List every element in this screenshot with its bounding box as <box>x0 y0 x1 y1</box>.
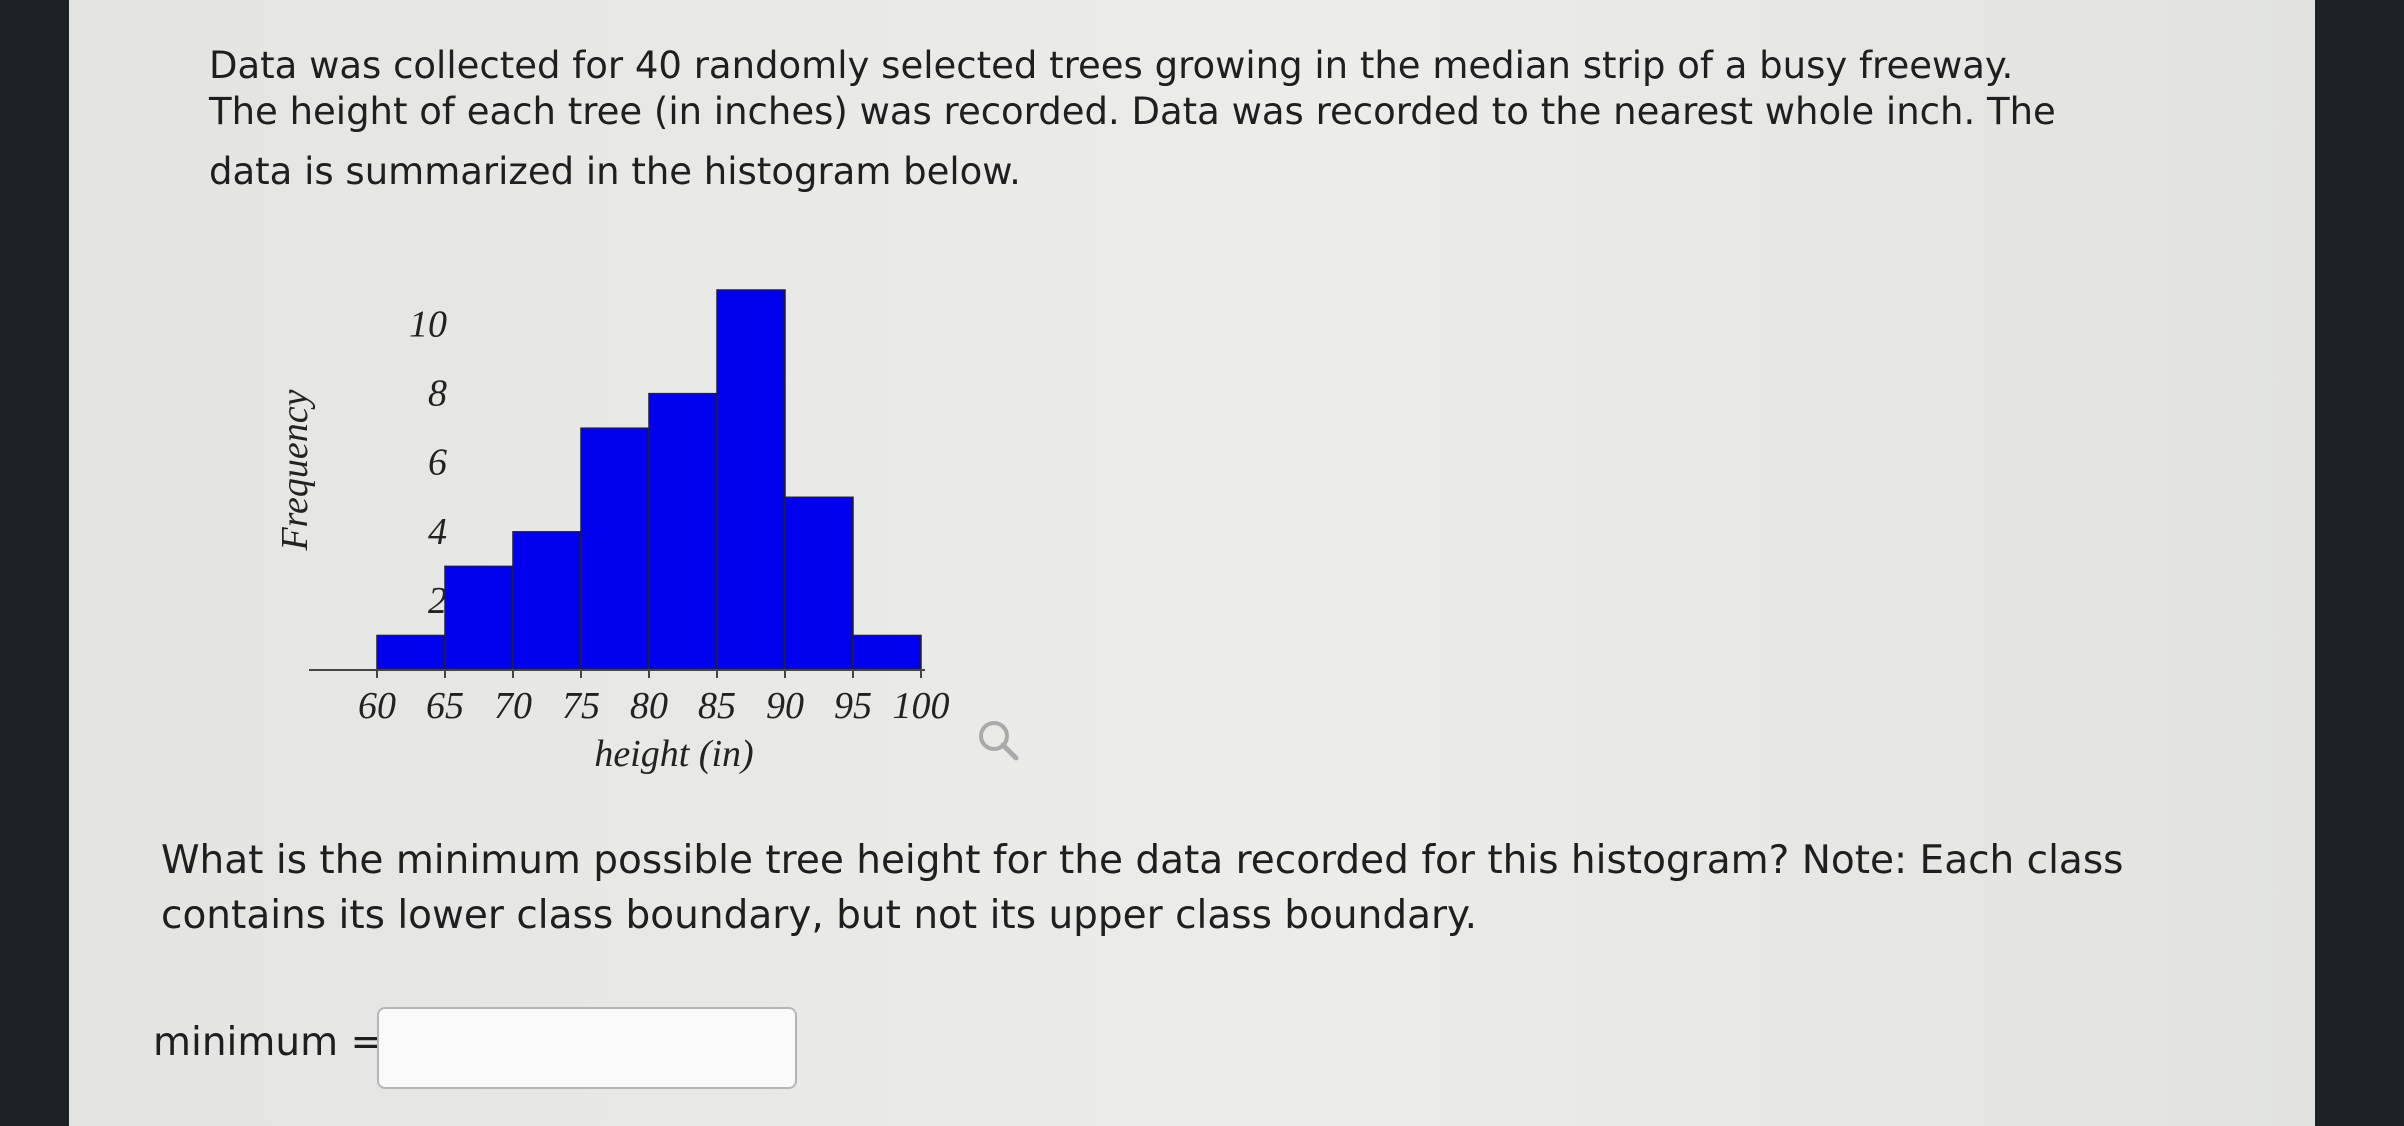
answer-input[interactable] <box>377 1007 797 1089</box>
x-tick-label: 60 <box>358 685 396 727</box>
y-axis-title: Frequency <box>274 389 316 551</box>
bar <box>580 427 650 671</box>
zoom-icon[interactable] <box>979 721 1019 761</box>
y-tick-label: 8 <box>428 373 447 415</box>
x-tick-label: 95 <box>834 685 872 727</box>
intro-line: The height of each tree (in inches) was … <box>209 90 2056 133</box>
y-tick-label: 2 <box>428 580 447 622</box>
question-line: contains its lower class boundary, but n… <box>161 893 1477 938</box>
bar <box>784 496 854 671</box>
x-axis-title: height (in) <box>594 733 753 775</box>
x-tick-label: 80 <box>630 685 668 727</box>
histogram: 60 65 70 75 80 85 90 95 100 2 4 6 8 10 height (in) Freq… <box>274 289 1019 775</box>
y-tick-label: 6 <box>428 442 447 484</box>
bar <box>512 531 582 671</box>
x-tick-label: 70 <box>494 685 532 727</box>
question-line: What is the minimum possible tree height… <box>161 838 2124 883</box>
bar <box>648 392 718 671</box>
intro-line: data is summarized in the histogram belo… <box>209 150 1021 193</box>
y-tick-label: 4 <box>428 511 447 553</box>
question-panel: Data was collected for 40 randomly selec… <box>69 0 2315 1126</box>
x-tick-label: 100 <box>893 685 950 727</box>
y-tick-label: 10 <box>409 304 447 346</box>
x-tick-label: 65 <box>426 685 464 727</box>
answer-label: minimum = <box>153 1020 384 1065</box>
bar <box>852 634 922 671</box>
x-tick-label: 85 <box>698 685 736 727</box>
bar <box>716 289 786 671</box>
intro-line: Data was collected for 40 randomly selec… <box>209 44 2014 87</box>
bar <box>376 634 446 671</box>
x-tick-label: 90 <box>766 685 804 727</box>
x-tick-label: 75 <box>562 685 600 727</box>
bar <box>444 565 514 671</box>
